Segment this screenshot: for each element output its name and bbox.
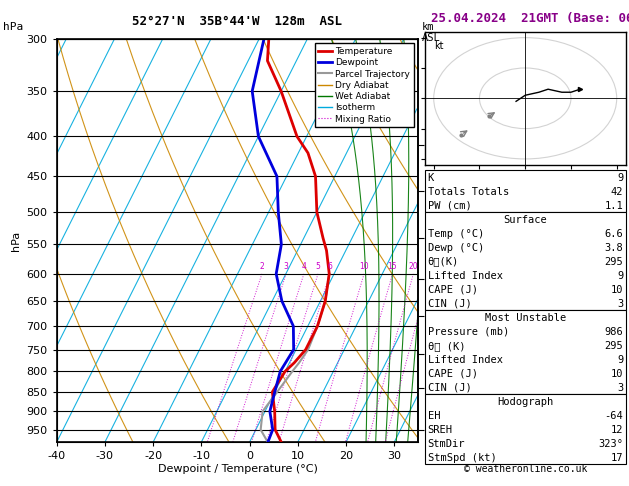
Text: 9: 9 (617, 271, 623, 280)
Text: Surface: Surface (503, 215, 547, 225)
Text: CAPE (J): CAPE (J) (428, 285, 477, 295)
Text: K: K (428, 173, 434, 183)
Text: θᴄ(K): θᴄ(K) (428, 257, 459, 267)
Text: Temp (°C): Temp (°C) (428, 228, 484, 239)
Text: km
ASL: km ASL (421, 22, 440, 43)
Text: 10: 10 (611, 369, 623, 379)
Text: 5: 5 (316, 262, 320, 271)
Text: Hodograph: Hodograph (497, 397, 554, 407)
Text: 12: 12 (611, 425, 623, 435)
Text: © weatheronline.co.uk: © weatheronline.co.uk (464, 464, 587, 474)
Text: 1.1: 1.1 (604, 201, 623, 210)
X-axis label: Dewpoint / Temperature (°C): Dewpoint / Temperature (°C) (157, 464, 318, 474)
Text: CAPE (J): CAPE (J) (428, 369, 477, 379)
Text: EH: EH (428, 411, 440, 421)
Text: SREH: SREH (428, 425, 453, 435)
Legend: Temperature, Dewpoint, Parcel Trajectory, Dry Adiabat, Wet Adiabat, Isotherm, Mi: Temperature, Dewpoint, Parcel Trajectory… (314, 43, 414, 127)
Text: 52°27'N  35B°44'W  128m  ASL: 52°27'N 35B°44'W 128m ASL (133, 15, 342, 28)
Text: -64: -64 (604, 411, 623, 421)
Text: 42: 42 (611, 187, 623, 196)
Y-axis label: hPa: hPa (11, 230, 21, 251)
Text: 2: 2 (260, 262, 264, 271)
Text: 295: 295 (604, 341, 623, 351)
Text: 3: 3 (617, 299, 623, 309)
Text: 25.04.2024  21GMT (Base: 06): 25.04.2024 21GMT (Base: 06) (431, 12, 629, 25)
Text: hPa: hPa (3, 22, 23, 32)
Text: StmSpd (kt): StmSpd (kt) (428, 453, 496, 463)
Text: Dewp (°C): Dewp (°C) (428, 243, 484, 253)
Y-axis label: km
ASL: km ASL (461, 241, 481, 262)
Text: 6: 6 (327, 262, 332, 271)
Text: Lifted Index: Lifted Index (428, 355, 503, 364)
Text: 17: 17 (611, 453, 623, 463)
Text: 20: 20 (409, 262, 418, 271)
Text: CIN (J): CIN (J) (428, 299, 472, 309)
Text: Totals Totals: Totals Totals (428, 187, 509, 196)
Text: Pressure (mb): Pressure (mb) (428, 327, 509, 337)
Text: Lifted Index: Lifted Index (428, 271, 503, 280)
Text: PW (cm): PW (cm) (428, 201, 472, 210)
Text: θᴄ (K): θᴄ (K) (428, 341, 465, 351)
Text: 15: 15 (387, 262, 398, 271)
Text: 295: 295 (604, 257, 623, 267)
Text: Mixing Ratio (g/kg): Mixing Ratio (g/kg) (450, 215, 459, 307)
Text: 10: 10 (359, 262, 369, 271)
Text: 6.6: 6.6 (604, 228, 623, 239)
Text: 3: 3 (617, 383, 623, 393)
Text: CIN (J): CIN (J) (428, 383, 472, 393)
Text: 3: 3 (284, 262, 289, 271)
Text: StmDir: StmDir (428, 439, 465, 449)
Text: 3.8: 3.8 (604, 243, 623, 253)
Text: 9: 9 (617, 173, 623, 183)
Text: 10: 10 (611, 285, 623, 295)
Text: 4: 4 (301, 262, 306, 271)
Text: 323°: 323° (598, 439, 623, 449)
Text: 9: 9 (617, 355, 623, 364)
Text: 986: 986 (604, 327, 623, 337)
Text: kt: kt (434, 41, 443, 51)
Text: Most Unstable: Most Unstable (484, 312, 566, 323)
